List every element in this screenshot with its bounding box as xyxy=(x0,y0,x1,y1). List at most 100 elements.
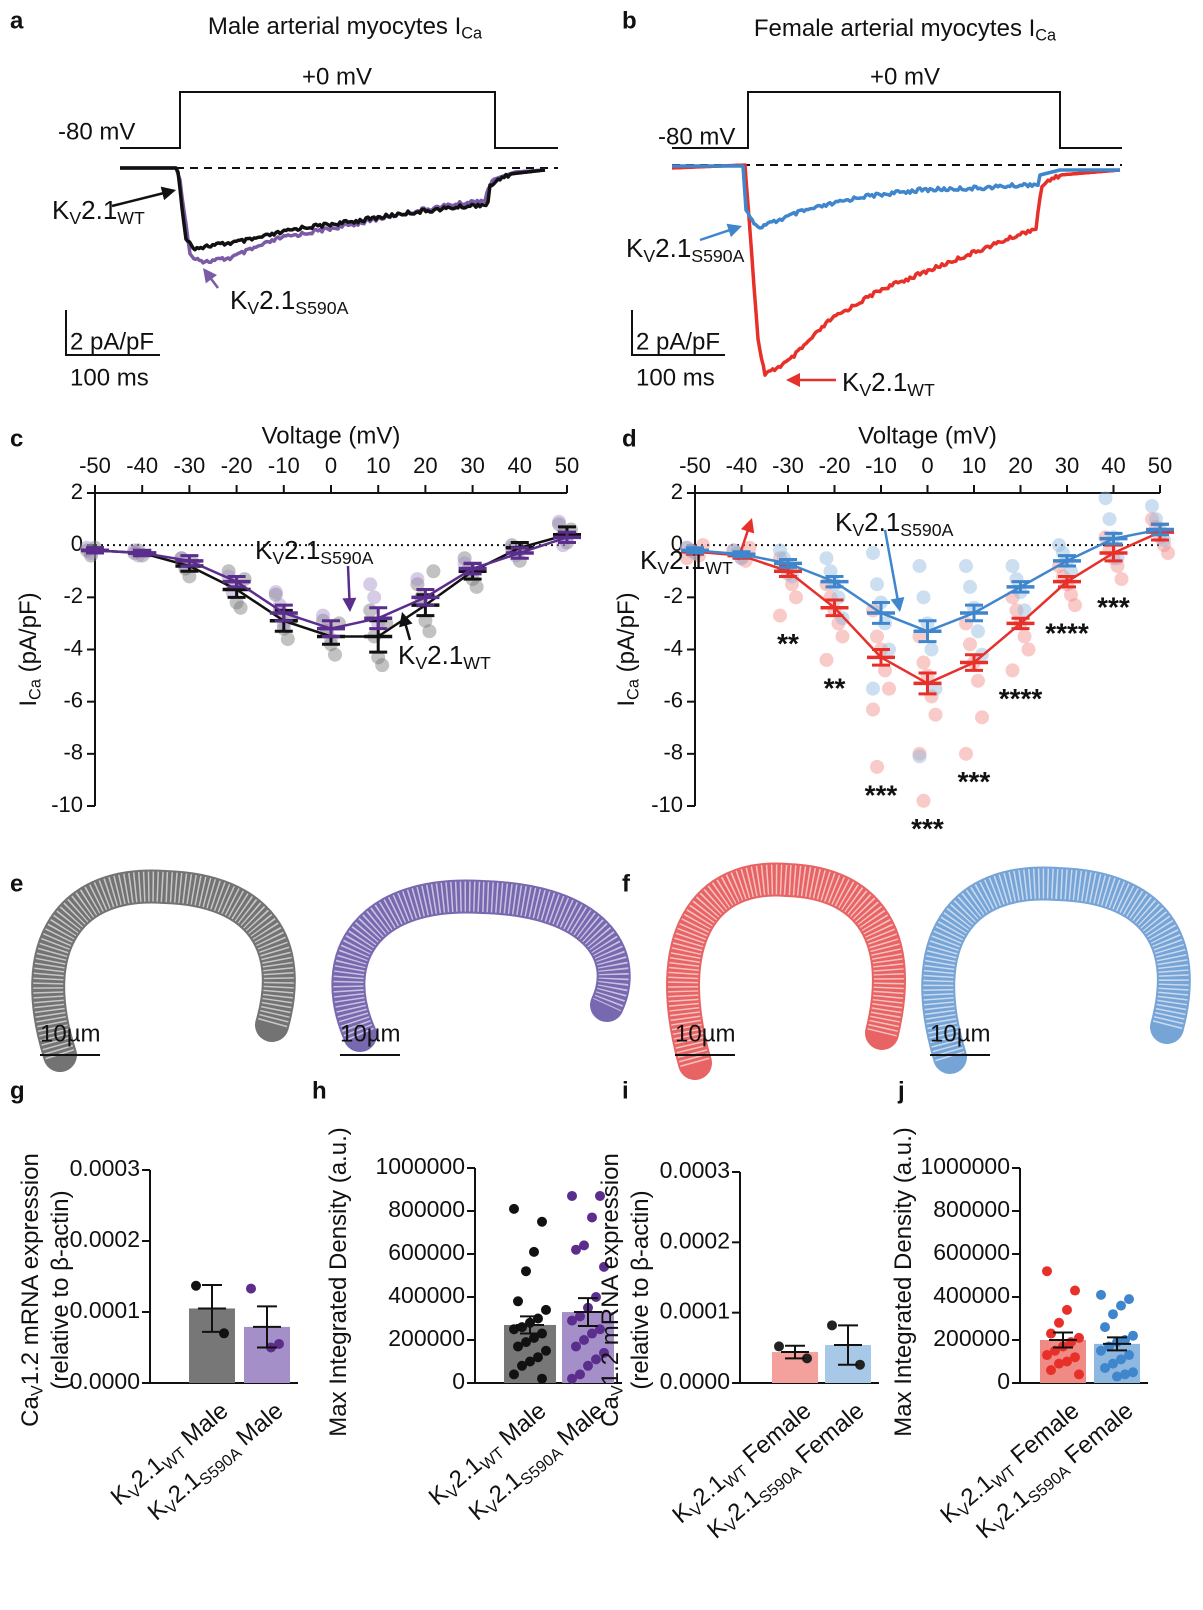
text-part: Ca xyxy=(597,1396,624,1427)
data-point xyxy=(870,759,884,774)
panel-letter: j xyxy=(897,1077,905,1104)
y-tick-label: 0.0001 xyxy=(660,1298,730,1324)
arrow-head xyxy=(740,518,755,534)
data-point xyxy=(422,624,437,639)
significance: **** xyxy=(1045,618,1089,649)
y-tick-label: 0 xyxy=(997,1368,1010,1394)
data-point xyxy=(959,559,973,574)
current-trace xyxy=(120,166,546,265)
x-tick-label: 10 xyxy=(962,453,986,478)
series-label: KV2.1WT xyxy=(842,367,935,400)
data-point xyxy=(1068,598,1082,613)
data-point xyxy=(866,702,880,717)
data-point xyxy=(1114,572,1129,587)
subscript: V xyxy=(643,246,655,266)
text-part: 2.1 xyxy=(81,195,117,225)
data-point xyxy=(835,629,850,644)
scale-y-label: 2 pA/pF xyxy=(70,328,154,355)
arrow-head xyxy=(160,186,176,201)
x-tick-label: 20 xyxy=(413,453,437,478)
data-point xyxy=(363,577,378,592)
y-tick-label: 0 xyxy=(452,1368,465,1394)
text-part: Ca xyxy=(17,1396,44,1427)
data-point xyxy=(513,1296,523,1307)
x-tick-label: 30 xyxy=(460,453,484,478)
panel-letter: b xyxy=(622,7,637,34)
data-point xyxy=(1124,1350,1134,1361)
scale-bar-label: 10µm xyxy=(340,1020,401,1047)
y-tick-label: 0.0000 xyxy=(660,1368,730,1394)
x-tick-label: 40 xyxy=(1101,453,1125,478)
y-tick-label: 2 xyxy=(71,479,83,504)
text-part: K xyxy=(835,507,853,537)
data-point xyxy=(1074,1369,1084,1380)
data-point xyxy=(363,603,378,618)
data-point xyxy=(410,577,425,592)
data-point xyxy=(579,1335,589,1345)
data-point xyxy=(1005,663,1020,678)
data-point xyxy=(533,1352,543,1363)
voltage-step xyxy=(120,91,558,149)
y-tick-label: -8 xyxy=(663,740,683,765)
y-tick-label: -10 xyxy=(651,792,683,817)
text-part: K xyxy=(255,535,273,565)
data-point xyxy=(567,1373,577,1384)
text-part: Male xyxy=(489,1397,551,1455)
step-label: +0 mV xyxy=(302,63,372,90)
data-point xyxy=(1110,559,1125,574)
cell-texture xyxy=(668,864,904,1068)
x-tick-label: -40 xyxy=(726,453,758,478)
data-point xyxy=(457,551,472,566)
data-point xyxy=(1052,538,1066,553)
series-label: KV2.1S590A xyxy=(835,507,954,540)
subscript: Ca xyxy=(461,25,483,43)
scale-y-label: 2 pA/pF xyxy=(636,328,720,355)
series-label: KV2.1S590A xyxy=(255,535,374,568)
text-part: (relative to β-actin) xyxy=(47,1190,74,1389)
data-point xyxy=(963,637,977,652)
subscript: WT xyxy=(705,558,733,578)
text-part: (pA/pF) xyxy=(613,592,640,679)
panel-letter: a xyxy=(10,7,24,34)
y-tick-label: 2 xyxy=(671,479,683,504)
data-point xyxy=(878,663,892,678)
text-part: K xyxy=(230,285,248,315)
data-point xyxy=(591,1292,601,1302)
data-point xyxy=(912,749,927,764)
data-point xyxy=(1021,642,1036,657)
panel-letter: e xyxy=(10,870,23,897)
data-point xyxy=(975,710,989,725)
data-point xyxy=(599,1347,609,1358)
data-point xyxy=(521,1337,531,1348)
data-point xyxy=(509,1203,519,1214)
y-axis-title: (relative to β-actin) xyxy=(47,1190,74,1389)
y-tick-label: 800000 xyxy=(933,1196,1010,1222)
data-point xyxy=(882,681,896,696)
y-tick-label: -4 xyxy=(663,635,683,660)
text-part: 2.1 xyxy=(284,535,320,565)
scale-bar-label: 10µm xyxy=(40,1020,101,1047)
data-point xyxy=(870,629,884,644)
data-point xyxy=(221,564,236,579)
text-part: 2.1 xyxy=(655,233,691,263)
data-point xyxy=(371,650,386,665)
y-tick-label: 0.0003 xyxy=(660,1157,730,1183)
data-point xyxy=(595,1190,605,1201)
hold-label: -80 mV xyxy=(658,123,735,150)
text-part: 2.1 xyxy=(259,285,295,315)
y-axis-title: ICa (pA/pF) xyxy=(15,592,45,706)
data-point xyxy=(219,1328,229,1339)
subscript: V xyxy=(859,380,871,400)
data-point xyxy=(1098,491,1113,506)
significance: *** xyxy=(1097,591,1130,622)
data-point xyxy=(1108,1358,1118,1369)
data-point xyxy=(1128,1330,1138,1341)
y-tick-label: 1000000 xyxy=(375,1153,465,1179)
data-point xyxy=(571,1244,581,1255)
text-part: K xyxy=(52,195,70,225)
significance: *** xyxy=(911,813,944,844)
significance: ** xyxy=(824,672,846,703)
data-point xyxy=(1145,499,1159,514)
data-point xyxy=(1054,1358,1064,1369)
data-point xyxy=(268,585,283,600)
